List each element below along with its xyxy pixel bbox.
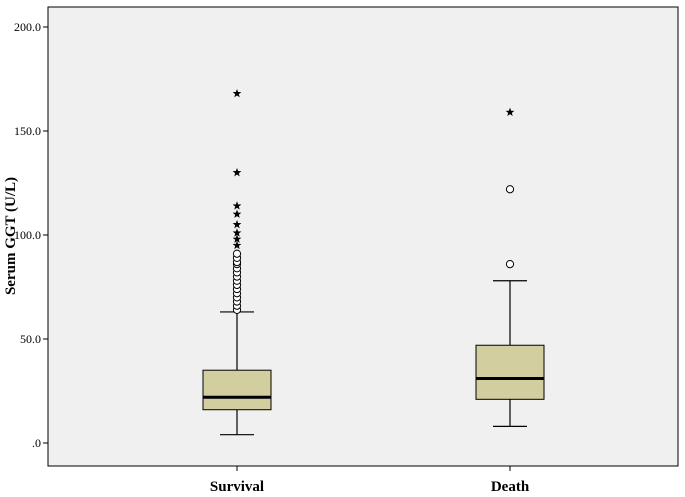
outlier-point — [505, 185, 515, 194]
extreme-point — [232, 240, 242, 250]
y-tick-label: .0 — [32, 436, 41, 450]
extreme-point — [505, 107, 515, 116]
extreme-point — [232, 220, 242, 229]
iqr-box — [475, 344, 545, 400]
y-tick-label: 100.0 — [14, 228, 41, 242]
y-tick-label: 200.0 — [14, 20, 41, 34]
extreme-point — [232, 234, 242, 243]
extreme-point — [232, 209, 242, 218]
extreme-point — [232, 168, 242, 177]
y-tick-label: 50.0 — [20, 332, 41, 346]
y-axis-label: Serum GGT (U/L) — [3, 177, 19, 295]
outlier-point — [232, 249, 242, 258]
extreme-point — [232, 228, 242, 237]
y-tick-label: 150.0 — [14, 124, 41, 138]
outlier-point — [505, 260, 515, 269]
y-axis-ticks: .0 50.0 100.0 150.0 200.0 — [14, 20, 48, 450]
x-axis-categories: Survival Death — [210, 466, 530, 495]
box-group-survival — [202, 88, 272, 436]
extreme-point — [232, 201, 242, 210]
boxes-layer — [202, 88, 545, 436]
iqr-box — [202, 369, 272, 411]
x-category-label: Death — [491, 479, 530, 495]
box-group-death — [475, 107, 545, 427]
plot-area — [47, 6, 679, 467]
extreme-point — [232, 88, 242, 98]
x-category-label: Survival — [210, 479, 264, 495]
